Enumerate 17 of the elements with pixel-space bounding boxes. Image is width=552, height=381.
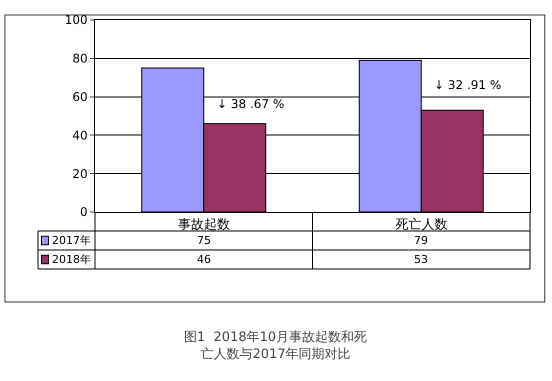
- x-tick-label: 死亡人数: [395, 216, 448, 233]
- data-label: 75: [197, 234, 211, 247]
- y-tick-label: 80: [72, 52, 88, 66]
- x-tick-label: 事故起数: [178, 218, 230, 233]
- y-tick-label: 20: [72, 166, 88, 181]
- legend-label: 2018年: [52, 253, 91, 266]
- y-tick-label: 40: [72, 128, 88, 142]
- annotation: ↓ 38 .67 %: [217, 97, 284, 111]
- legend-label: 2017年: [52, 234, 91, 247]
- y-tick-label: 100: [64, 13, 88, 28]
- y-tick-label: 0: [80, 205, 88, 220]
- data-label: 79: [414, 234, 428, 247]
- text: 图1 2018年10月事故起数和死亡人数与2017年同期对比: [184, 330, 368, 362]
- annotation: ↓ 32 .91 %: [434, 78, 502, 92]
- data-label: 46: [197, 253, 211, 266]
- data-label: 53: [414, 253, 428, 266]
- y-tick-label: 60: [72, 90, 88, 104]
